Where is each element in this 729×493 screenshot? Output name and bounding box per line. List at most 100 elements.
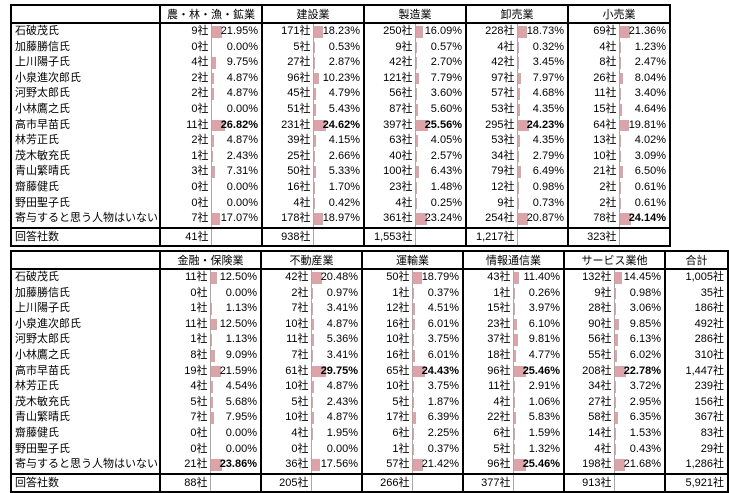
data-bar-icon bbox=[416, 151, 417, 163]
footer-percent-cell bbox=[513, 474, 564, 492]
percent-cell: 6.13% bbox=[614, 332, 665, 348]
column-header: 情報通信業 bbox=[463, 251, 564, 269]
footer-percent-cell bbox=[412, 474, 463, 492]
footer-count-cell: 1,553社 bbox=[364, 228, 415, 246]
percent-cell: 2.70% bbox=[415, 55, 466, 71]
count-cell: 65社 bbox=[362, 364, 412, 380]
percent-value: 21.68% bbox=[624, 458, 661, 470]
data-bar-icon bbox=[416, 104, 419, 116]
count-cell: 23社 bbox=[364, 180, 415, 196]
percent-value: 2.87% bbox=[329, 56, 360, 68]
percent-cell: 18.97% bbox=[313, 211, 364, 228]
column-header: 卸売業 bbox=[466, 5, 568, 23]
data-bar-icon bbox=[416, 57, 417, 69]
percent-value: 18.23% bbox=[323, 25, 360, 37]
percent-cell: 21.36% bbox=[619, 23, 670, 40]
data-bar-icon bbox=[312, 459, 321, 471]
row-label: 河野太郎氏 bbox=[11, 332, 160, 348]
count-cell: 43社 bbox=[463, 269, 513, 286]
count-cell: 0社 bbox=[160, 286, 210, 302]
percent-value: 6.39% bbox=[428, 411, 459, 423]
percent-cell: 3.72% bbox=[614, 379, 665, 395]
footer-percent-cell bbox=[517, 228, 568, 246]
data-bar-icon bbox=[413, 272, 422, 284]
count-cell: 42社 bbox=[466, 55, 517, 71]
count-cell: 250社 bbox=[364, 23, 415, 40]
count-cell: 6社 bbox=[362, 426, 412, 442]
percent-value: 4.87% bbox=[327, 380, 358, 392]
percent-value: 6.01% bbox=[428, 318, 459, 330]
percent-cell: 0.61% bbox=[619, 196, 670, 212]
percent-cell: 6.39% bbox=[412, 410, 463, 426]
count-cell: 10社 bbox=[568, 149, 619, 165]
count-cell: 10社 bbox=[362, 332, 412, 348]
percent-cell: 2.66% bbox=[313, 149, 364, 165]
count-cell: 23社 bbox=[463, 317, 513, 333]
count-cell: 53社 bbox=[466, 133, 517, 149]
percent-value: 0.00% bbox=[227, 181, 258, 193]
count-cell: 56社 bbox=[564, 332, 614, 348]
row-label: 小泉進次郎氏 bbox=[11, 71, 160, 87]
percent-value: 0.00% bbox=[226, 287, 257, 299]
percent-cell: 1.95% bbox=[311, 426, 362, 442]
count-cell: 51社 bbox=[262, 102, 313, 118]
percent-value: 11.40% bbox=[524, 271, 561, 283]
data-bar-icon bbox=[314, 151, 315, 163]
count-cell: 34社 bbox=[466, 149, 517, 165]
row-label: 小泉進次郎氏 bbox=[11, 317, 160, 333]
percent-cell: 7.79% bbox=[415, 71, 466, 87]
percent-value: 1.06% bbox=[529, 396, 560, 408]
row-label: 青山繁晴氏 bbox=[11, 164, 160, 180]
percent-cell: 4.68% bbox=[517, 86, 568, 102]
percent-value: 16.09% bbox=[425, 25, 462, 37]
percent-cell: 17.56% bbox=[311, 457, 362, 474]
count-cell: 295社 bbox=[466, 118, 517, 134]
percent-cell: 25.46% bbox=[513, 364, 564, 380]
data-bar-icon bbox=[312, 412, 314, 424]
count-cell: 7社 bbox=[261, 348, 311, 364]
percent-value: 1.13% bbox=[226, 333, 257, 345]
count-cell: 178社 bbox=[262, 211, 313, 228]
data-bar-icon bbox=[211, 334, 212, 346]
data-bar-icon bbox=[518, 104, 520, 116]
percent-cell: 2.87% bbox=[313, 55, 364, 71]
count-cell: 11社 bbox=[160, 317, 210, 333]
count-cell: 2社 bbox=[160, 71, 211, 87]
count-cell: 4社 bbox=[160, 55, 211, 71]
percent-value: 4.51% bbox=[428, 302, 459, 314]
percent-cell: 26.82% bbox=[211, 118, 262, 134]
count-cell: 10社 bbox=[362, 379, 412, 395]
percent-value: 4.87% bbox=[227, 134, 258, 146]
percent-cell: 2.25% bbox=[412, 426, 463, 442]
count-cell: 42社 bbox=[261, 269, 311, 286]
row-label: 高市早苗氏 bbox=[11, 118, 160, 134]
header-row: 農・林・漁・鉱業建設業製造業卸売業小売業 bbox=[11, 5, 670, 23]
column-header: 不動産業 bbox=[261, 251, 362, 269]
percent-cell: 3.60% bbox=[415, 86, 466, 102]
data-bar-icon bbox=[413, 334, 415, 346]
percent-cell: 4.02% bbox=[619, 133, 670, 149]
data-bar-icon bbox=[312, 303, 314, 315]
percent-cell: 3.09% bbox=[619, 149, 670, 165]
count-cell: 13社 bbox=[568, 133, 619, 149]
count-cell: 1社 bbox=[160, 332, 210, 348]
percent-cell: 0.00% bbox=[210, 286, 261, 302]
count-cell: 171社 bbox=[262, 23, 313, 40]
data-bar-icon bbox=[615, 381, 617, 393]
row-label: 石破茂氏 bbox=[11, 269, 160, 286]
percent-value: 0.00% bbox=[227, 103, 258, 115]
percent-value: 6.13% bbox=[630, 333, 661, 345]
data-bar-icon bbox=[312, 319, 314, 331]
